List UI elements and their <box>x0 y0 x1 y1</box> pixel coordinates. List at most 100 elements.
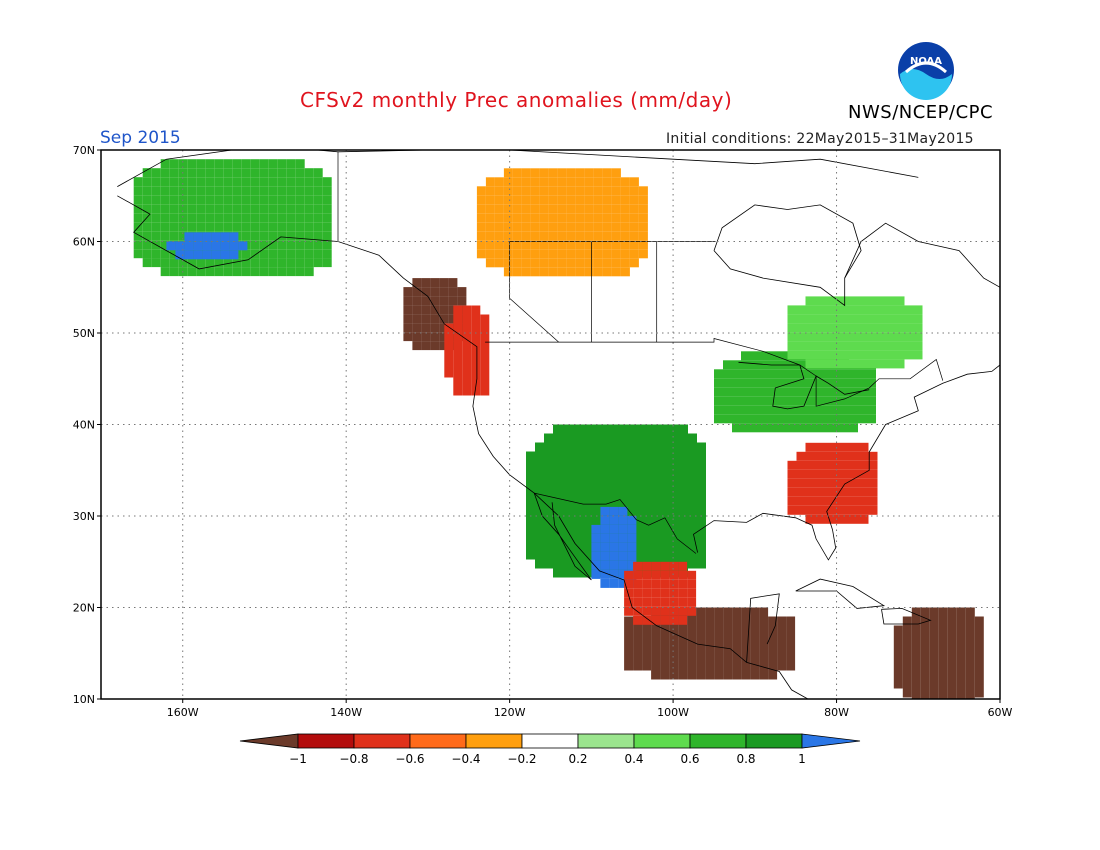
anomaly-cell-us-southwest-wet <box>616 496 625 506</box>
anomaly-cell-us-southwest-wet <box>571 451 580 461</box>
anomaly-cell-bc-coast-very-dry <box>403 296 413 306</box>
anomaly-cell-mexico-south-very-dry <box>642 634 652 644</box>
lon-tick-label: 160W <box>167 706 199 719</box>
anomaly-cell-alaska-wettest <box>193 232 203 242</box>
anomaly-cell-alaska-wet <box>178 258 188 268</box>
anomaly-cell-yukon-dry <box>593 258 603 268</box>
anomaly-cell-alaska-wet <box>322 258 332 268</box>
anomaly-cell-yukon-dry <box>548 186 558 196</box>
anomaly-cell-great-lakes-wet <box>858 378 867 388</box>
anomaly-cell-yukon-dry <box>620 222 630 232</box>
anomaly-cell-great-lakes-wet <box>723 396 732 406</box>
anomaly-cell-great-lakes-wet <box>795 423 804 433</box>
anomaly-cell-yukon-dry <box>638 249 648 259</box>
anomaly-cell-quebec-wet <box>814 296 824 306</box>
anomaly-cell-us-southwest-wet <box>535 451 544 461</box>
anomaly-cell-us-southwest-wet <box>661 541 670 551</box>
anomaly-cell-us-southwest-wet <box>697 496 706 506</box>
anomaly-cell-gulf-mexico-dry <box>660 570 670 580</box>
anomaly-cell-mexico-nw-wettest <box>618 569 628 579</box>
anomaly-cell-great-lakes-wet <box>831 369 840 379</box>
anomaly-cell-caribbean-very-dry <box>902 652 912 662</box>
anomaly-cell-yukon-dry <box>620 231 630 241</box>
anomaly-cell-us-southwest-wet <box>661 487 670 497</box>
anomaly-cell-mexico-nw-wettest <box>627 515 637 525</box>
anomaly-cell-great-lakes-wet <box>795 405 804 415</box>
anomaly-cell-great-lakes-wet <box>786 405 795 415</box>
colorbar-high-arrow <box>801 733 861 749</box>
anomaly-cell-yukon-dry <box>611 186 621 196</box>
anomaly-cell-caribbean-very-dry <box>911 661 921 671</box>
anomaly-cell-great-lakes-wet <box>714 396 723 406</box>
anomaly-cell-yukon-dry <box>530 195 540 205</box>
colorbar-label: −0.4 <box>451 752 480 766</box>
anomaly-cell-mexico-south-very-dry <box>759 616 769 626</box>
anomaly-cell-yukon-dry <box>476 231 486 241</box>
anomaly-cell-caribbean-very-dry <box>938 634 948 644</box>
anomaly-cell-great-lakes-wet <box>849 414 858 424</box>
anomaly-cell-yukon-dry <box>548 195 558 205</box>
colorbar-label: 1 <box>798 752 806 766</box>
anomaly-cell-us-southwest-wet <box>625 433 634 443</box>
anomaly-cell-great-lakes-wet <box>813 378 822 388</box>
anomaly-cell-yukon-dry <box>485 186 495 196</box>
anomaly-cell-us-southwest-wet <box>679 532 688 542</box>
anomaly-cell-se-us-dry <box>868 487 878 497</box>
anomaly-cell-gulf-mexico-dry <box>660 561 670 571</box>
anomaly-cell-yukon-dry <box>476 213 486 223</box>
anomaly-cell-great-lakes-wet <box>831 423 840 433</box>
anomaly-cell-yukon-dry <box>575 222 585 232</box>
gridlines <box>101 150 1000 699</box>
anomaly-cell-quebec-wet <box>805 305 815 315</box>
anomaly-cell-se-us-dry <box>823 469 833 479</box>
anomaly-cell-mexico-south-very-dry <box>732 670 742 680</box>
anomaly-cell-caribbean-very-dry <box>947 616 957 626</box>
anomaly-cell-se-us-dry <box>787 460 797 470</box>
anomaly-cell-us-southwest-wet <box>535 514 544 524</box>
anomaly-cell-caribbean-very-dry <box>974 688 984 698</box>
anomaly-cell-great-lakes-wet <box>732 396 741 406</box>
anomaly-cell-us-southwest-wet <box>616 451 625 461</box>
anomaly-cell-us-southwest-wet <box>634 460 643 470</box>
anomaly-cell-alaska-wet <box>196 258 206 268</box>
anomaly-cell-quebec-wet <box>787 314 797 324</box>
anomaly-cell-gulf-mexico-dry <box>678 597 688 607</box>
anomaly-cell-alaska-wet <box>313 177 323 187</box>
anomaly-cell-bc-coast-very-dry <box>403 323 413 333</box>
anomaly-cell-great-lakes-wet <box>714 369 723 379</box>
anomaly-cell-us-southwest-wet <box>589 469 598 479</box>
anomaly-cell-us-southwest-wet <box>562 568 571 578</box>
anomaly-cell-alaska-wet <box>160 222 170 232</box>
anomaly-cell-great-lakes-wet <box>732 369 741 379</box>
anomaly-cell-mexico-south-very-dry <box>750 643 760 653</box>
anomaly-cell-caribbean-very-dry <box>920 634 930 644</box>
anomaly-cell-us-southwest-wet <box>652 496 661 506</box>
anomaly-cell-quebec-wet <box>877 332 887 342</box>
anomaly-cell-yukon-dry <box>476 204 486 214</box>
anomaly-cell-alaska-wet <box>214 177 224 187</box>
anomaly-cell-alaska-wet <box>286 159 296 169</box>
anomaly-cell-yukon-dry <box>539 249 549 259</box>
anomaly-cell-caribbean-very-dry <box>956 661 966 671</box>
anomaly-cell-alaska-wet <box>277 222 287 232</box>
anomaly-cell-us-southwest-wet <box>571 532 580 542</box>
anomaly-cell-mexico-south-very-dry <box>741 652 751 662</box>
anomaly-cell-mexico-nw-wettest <box>618 551 628 561</box>
anomaly-cell-alaska-wet <box>160 213 170 223</box>
anomaly-cell-alaska-wet <box>205 186 215 196</box>
anomaly-cell-quebec-wet <box>850 350 860 360</box>
anomaly-cell-us-southwest-wet <box>625 487 634 497</box>
anomaly-cell-se-us-dry <box>850 442 860 452</box>
anomaly-cell-alaska-wettest <box>238 241 248 251</box>
anomaly-cell-mexico-nw-wettest <box>600 533 610 543</box>
anomaly-cell-pacific-nw-dry <box>471 359 481 369</box>
anomaly-cell-us-southwest-wet <box>580 451 589 461</box>
anomaly-cell-caribbean-very-dry <box>947 652 957 662</box>
anomaly-cell-gulf-mexico-dry <box>633 570 643 580</box>
border-line <box>534 492 697 554</box>
agency-label: NWS/NCEP/CPC <box>848 102 994 123</box>
anomaly-cell-mexico-nw-wettest <box>609 524 619 534</box>
anomaly-cell-alaska-wet <box>160 267 170 277</box>
anomaly-cell-mexico-south-very-dry <box>714 643 724 653</box>
anomaly-cell-quebec-wet <box>895 314 905 324</box>
